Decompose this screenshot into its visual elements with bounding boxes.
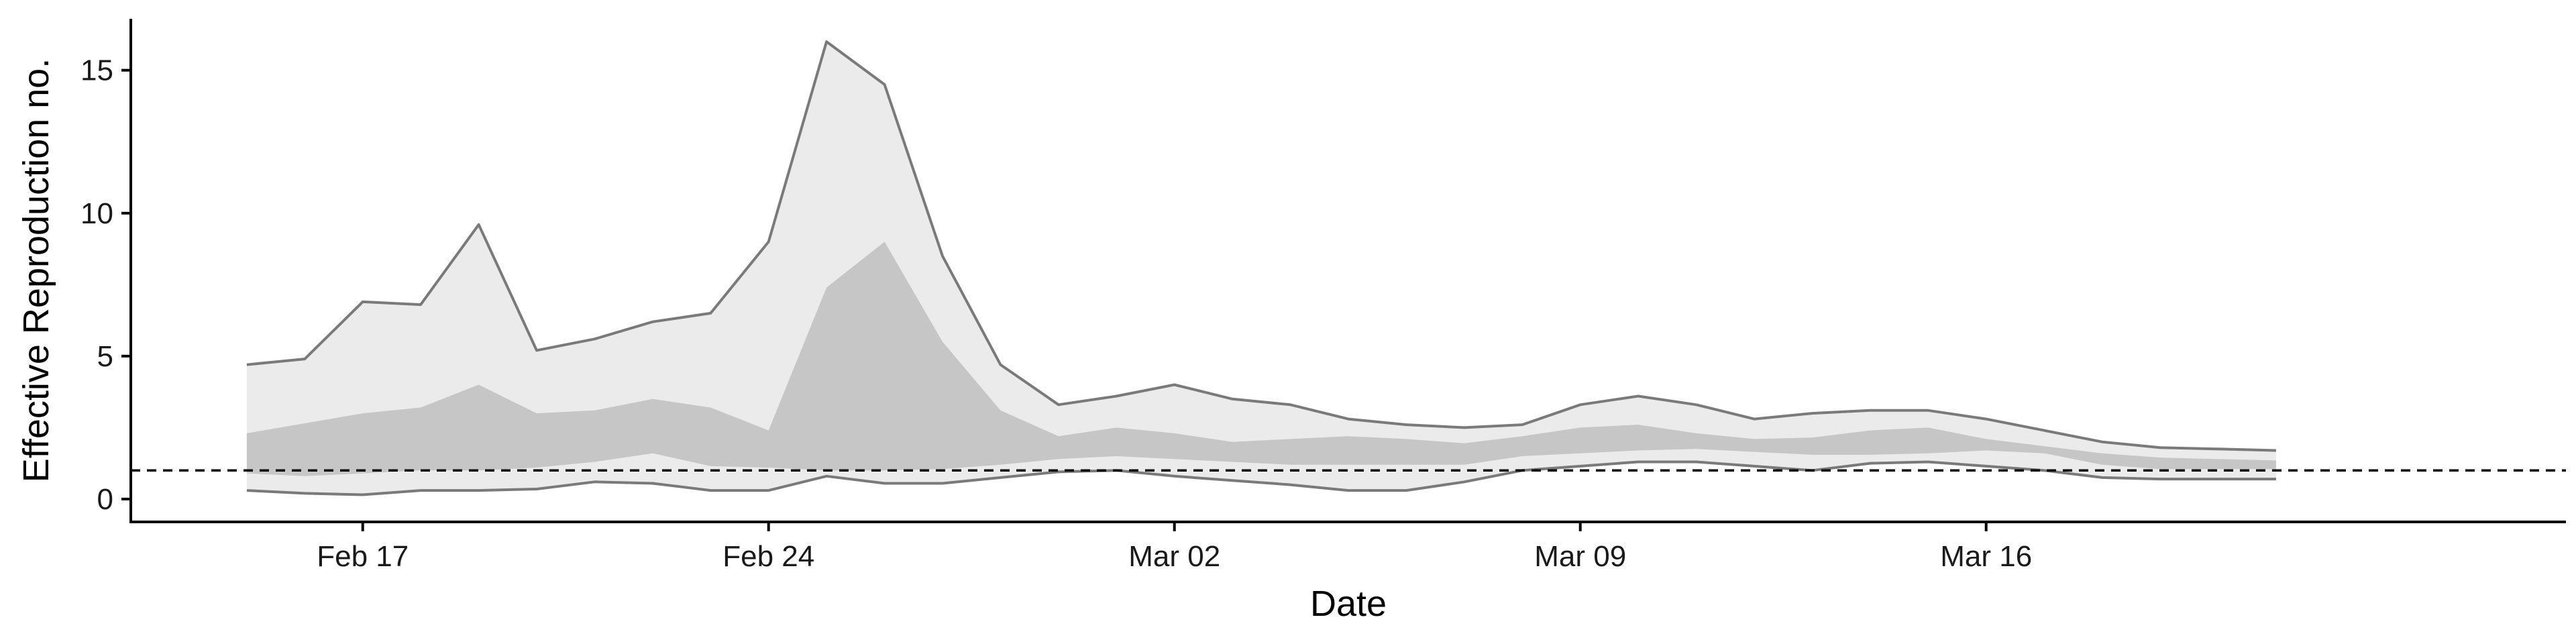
uncertainty-bands	[246, 42, 2276, 495]
y-tick-label: 15	[80, 54, 113, 87]
y-tick-label: 0	[97, 483, 113, 516]
axis-labels: 0 5 10 15 Feb 17 Feb 24 Mar 02 Mar 09 Mar 16	[80, 54, 2032, 573]
x-axis-title: Date	[1310, 584, 1387, 624]
outer-credible-band	[246, 42, 2276, 495]
outer-band-upper-edge	[246, 40, 2276, 452]
x-tick-label: Feb 17	[317, 540, 409, 573]
outer-band-edges	[246, 40, 2276, 496]
x-tick-label: Mar 02	[1128, 540, 1220, 573]
x-tick-label: Mar 09	[1534, 540, 1626, 573]
y-tick-label: 10	[80, 197, 113, 230]
outer-band-lower-edge	[246, 460, 2276, 496]
x-tick-label: Mar 16	[1940, 540, 2032, 573]
axes	[121, 19, 2566, 531]
inner-credible-band	[246, 241, 2276, 476]
y-tick-label: 5	[97, 340, 113, 373]
x-tick-label: Feb 24	[722, 540, 814, 573]
y-axis-title: Effective Reproduction no.	[16, 58, 56, 482]
